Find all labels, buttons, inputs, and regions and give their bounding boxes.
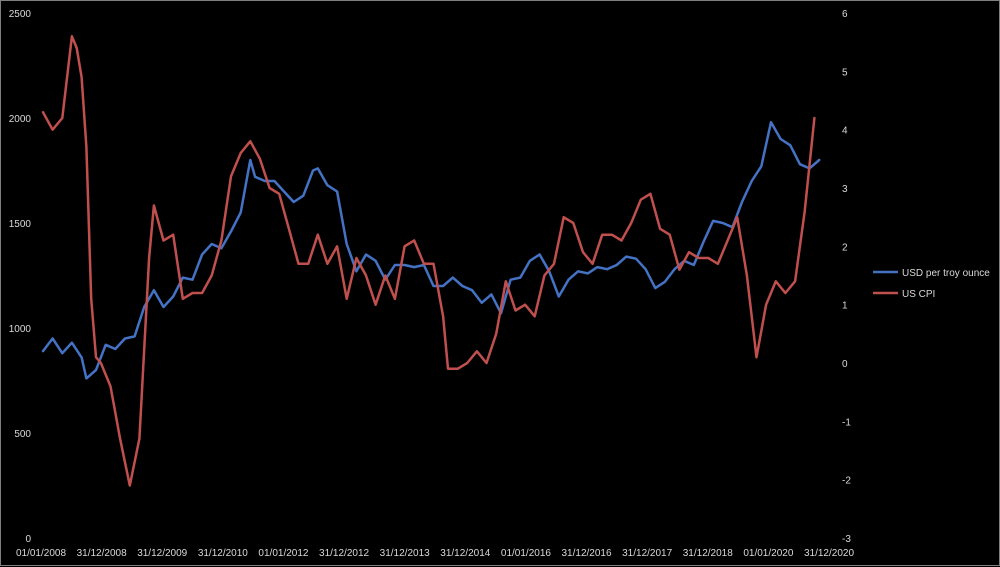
- x-tick-label: 31/12/2009: [137, 548, 187, 559]
- x-tick-label: 31/12/2012: [319, 548, 369, 559]
- y-right-tick-label: 0: [842, 359, 848, 370]
- x-tick-label: 31/12/2014: [440, 548, 490, 559]
- x-tick-label: 31/12/2020: [804, 548, 854, 559]
- gold-price-line: [43, 122, 819, 378]
- x-tick-label: 31/12/2018: [683, 548, 733, 559]
- y-left-tick-label: 1000: [9, 324, 32, 335]
- legend-label: USD per troy ounce: [902, 268, 990, 279]
- y-left-tick-label: 1500: [9, 219, 32, 230]
- x-tick-label: 01/01/2020: [743, 548, 793, 559]
- y-right-tick-label: 5: [842, 67, 848, 78]
- x-tick-label: 31/12/2016: [562, 548, 612, 559]
- y-right-tick-label: -2: [842, 476, 851, 487]
- y-right-tick-label: -1: [842, 417, 851, 428]
- y-right-tick-label: 1: [842, 301, 848, 312]
- y-left-tick-label: 0: [25, 534, 31, 545]
- y-left-tick-label: 2000: [9, 114, 32, 125]
- y-right-tick-label: -3: [842, 534, 851, 545]
- y-right-tick-label: 2: [842, 242, 848, 253]
- y-right-tick-label: 6: [842, 9, 848, 20]
- x-tick-label: 31/12/2010: [198, 548, 248, 559]
- y-left-tick-label: 2500: [9, 9, 32, 20]
- x-tick-label: 01/01/2008: [16, 548, 66, 559]
- x-tick-label: 31/12/2008: [77, 548, 127, 559]
- series-layer: [43, 36, 819, 485]
- x-tick-label: 31/12/2017: [622, 548, 672, 559]
- legend-label: US CPI: [902, 289, 935, 300]
- x-tick-label: 01/01/2016: [501, 548, 551, 559]
- y-left-tick-label: 500: [14, 429, 31, 440]
- x-tick-label: 01/01/2012: [258, 548, 308, 559]
- us-cpi-line: [43, 36, 814, 485]
- x-tick-label: 31/12/2013: [380, 548, 430, 559]
- y-right-tick-label: 4: [842, 126, 848, 137]
- legend: USD per troy ounce US CPI: [873, 268, 990, 300]
- y-right-tick-label: 3: [842, 184, 848, 195]
